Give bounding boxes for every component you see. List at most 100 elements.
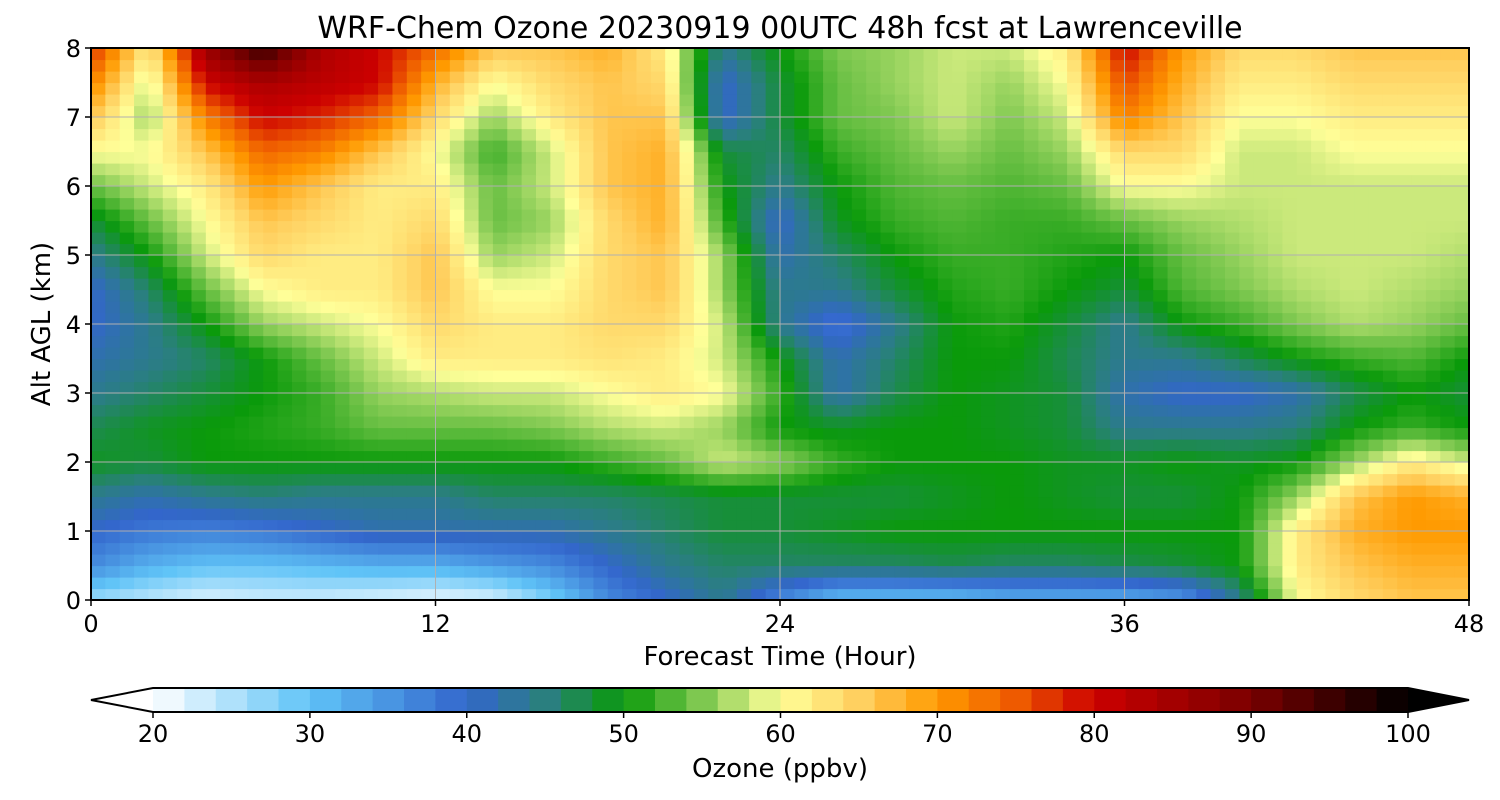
heatmap-cell [1095, 186, 1111, 199]
heatmap-cell [851, 117, 867, 130]
heatmap-cell [435, 519, 451, 532]
heatmap-cell [91, 324, 106, 337]
heatmap-cell [679, 588, 695, 601]
heatmap-cell [751, 289, 767, 302]
heatmap-cell [435, 266, 451, 279]
heatmap-cell [91, 289, 106, 302]
heatmap-cell [564, 105, 580, 118]
heatmap-cell [306, 243, 322, 256]
heatmap-cell [995, 255, 1011, 268]
heatmap-cell [421, 117, 437, 130]
heatmap-cell [823, 105, 839, 118]
heatmap-cell [1038, 519, 1054, 532]
heatmap-cell [91, 588, 106, 601]
heatmap-cell [894, 105, 910, 118]
heatmap-cell [880, 163, 896, 176]
heatmap-cell [966, 48, 982, 61]
heatmap-cell [980, 485, 996, 498]
heatmap-cell [1038, 508, 1054, 521]
heatmap-cell [650, 209, 666, 222]
heatmap-cell [464, 82, 480, 95]
heatmap-cell [1196, 439, 1212, 452]
heatmap-cell [1411, 404, 1427, 417]
heatmap-cell [1354, 312, 1370, 325]
heatmap-cell [277, 416, 293, 429]
heatmap-cell [1354, 462, 1370, 475]
heatmap-cell [980, 381, 996, 394]
heatmap-cell [1425, 209, 1441, 222]
heatmap-cell [535, 485, 551, 498]
heatmap-cell [736, 232, 752, 245]
heatmap-cell [736, 416, 752, 429]
heatmap-cell [708, 370, 724, 383]
heatmap-cell [392, 324, 408, 337]
heatmap-cell [1124, 496, 1140, 509]
heatmap-cell [277, 565, 293, 578]
heatmap-cell [722, 289, 738, 302]
heatmap-cell [1268, 220, 1283, 233]
heatmap-cell [1095, 289, 1111, 302]
heatmap-cell [794, 439, 810, 452]
heatmap-cell [1067, 450, 1083, 463]
heatmap-cell [780, 588, 795, 601]
heatmap-cell [808, 324, 824, 337]
heatmap-cell [1196, 301, 1212, 314]
heatmap-cell [880, 462, 896, 475]
y-tick-label: 2 [66, 449, 81, 477]
heatmap-cell [679, 140, 695, 153]
heatmap-cell [1224, 519, 1240, 532]
heatmap-cell [1038, 140, 1054, 153]
heatmap-cell [880, 416, 896, 429]
heatmap-cell [392, 209, 408, 222]
heatmap-cell [306, 588, 322, 601]
heatmap-cell [1224, 554, 1240, 567]
heatmap-cell [291, 542, 307, 555]
heatmap-cell [1311, 209, 1327, 222]
heatmap-cell [1009, 197, 1025, 210]
heatmap-cell [148, 577, 164, 590]
heatmap-cell [1081, 542, 1097, 555]
heatmap-cell [1397, 462, 1413, 475]
heatmap-cell [148, 174, 164, 187]
heatmap-cell [335, 82, 350, 95]
heatmap-cell [693, 531, 709, 544]
heatmap-cell [507, 393, 523, 406]
heatmap-cell [205, 232, 221, 245]
heatmap-cell [378, 209, 394, 222]
heatmap-cell [1224, 404, 1240, 417]
heatmap-cell [923, 462, 939, 475]
heatmap-cell [392, 358, 408, 371]
heatmap-cell [1440, 312, 1456, 325]
heatmap-cell [392, 71, 408, 84]
heatmap-cell [306, 289, 322, 302]
heatmap-cell [708, 186, 724, 199]
heatmap-cell [550, 462, 566, 475]
heatmap-cell [952, 565, 968, 578]
heatmap-cell [119, 220, 135, 233]
heatmap-cell [406, 71, 422, 84]
heatmap-cell [91, 71, 106, 84]
heatmap-cell [220, 404, 236, 417]
heatmap-cell [191, 358, 207, 371]
heatmap-cell [693, 128, 709, 141]
heatmap-cell [679, 485, 695, 498]
heatmap-cell [248, 278, 264, 291]
heatmap-cell [134, 462, 150, 475]
heatmap-cell [1382, 519, 1398, 532]
heatmap-cell [579, 496, 594, 509]
heatmap-cell [765, 48, 781, 61]
heatmap-cell [1210, 577, 1226, 590]
heatmap-cell [478, 140, 494, 153]
heatmap-cell [335, 186, 350, 199]
heatmap-cell [722, 519, 738, 532]
heatmap-cell [349, 140, 365, 153]
heatmap-cell [349, 542, 365, 555]
heatmap-cell [880, 209, 896, 222]
heatmap-cell [995, 289, 1011, 302]
heatmap-cell [492, 485, 508, 498]
heatmap-cell [1124, 485, 1140, 498]
heatmap-cell [1196, 462, 1212, 475]
heatmap-cell [636, 105, 652, 118]
heatmap-cell [1411, 450, 1427, 463]
heatmap-cell [1052, 335, 1068, 348]
